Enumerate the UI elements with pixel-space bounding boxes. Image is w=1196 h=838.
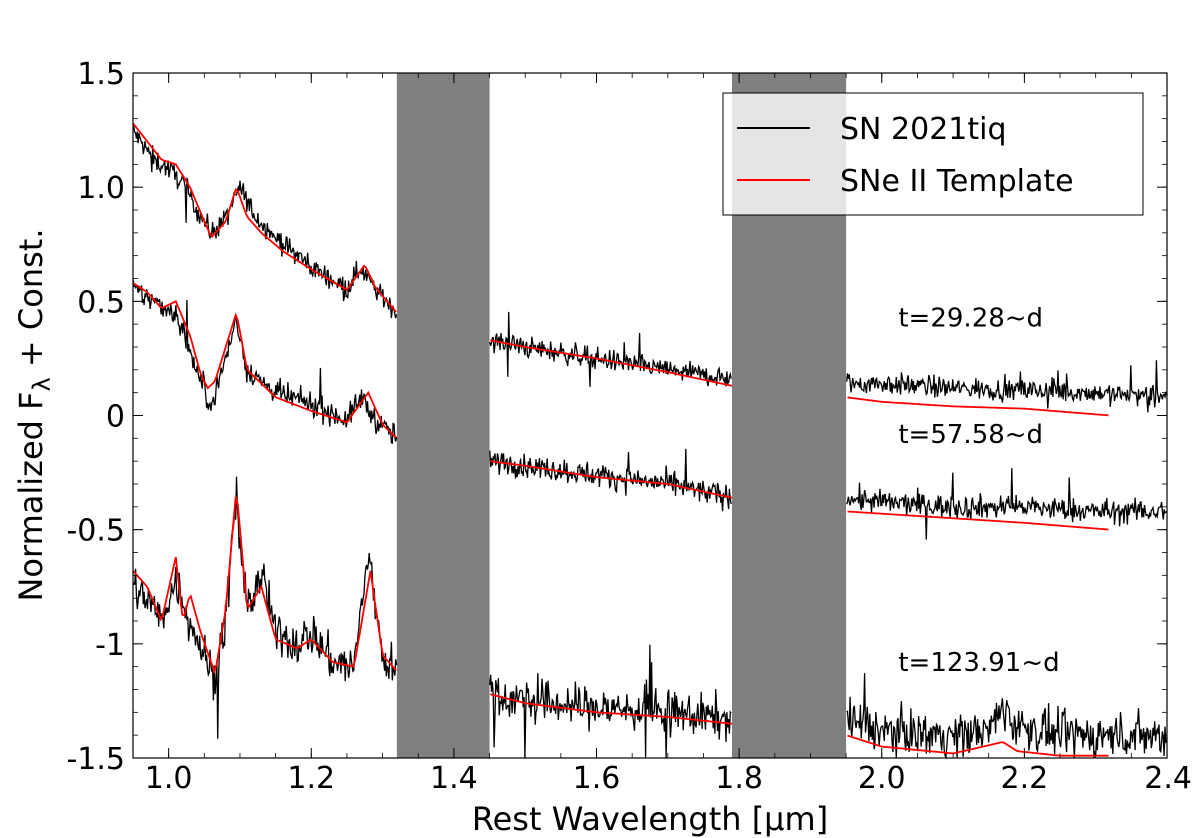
legend: SN 2021tiq SNe II Template: [722, 92, 1144, 216]
x-tick-label: 1.4: [430, 761, 478, 796]
x-tick-label: 2.2: [1001, 761, 1049, 796]
telluric-band-0: [396, 73, 490, 758]
y-tick-label: 1.0: [77, 171, 125, 206]
y-tick-label: 0: [106, 400, 125, 435]
x-tick-label: 1.2: [287, 761, 335, 796]
observed-spectrum-1: [132, 279, 1168, 540]
epoch-label-2: t=123.91~d: [898, 648, 1059, 678]
y-axis-label: Normalized Fλ + Const.: [12, 229, 56, 602]
template-spectrum-2: [132, 496, 1109, 757]
x-tick-label: 1.0: [145, 761, 193, 796]
axis-ticks: 1.0 1.2 1.4 1.6 1.8 2.0 2.2 2.4 1.5 1.0 0.5 0 -0.5 -1…: [66, 57, 1192, 796]
x-tick-label: 2.0: [858, 761, 906, 796]
y-tick-label: -0.5: [66, 514, 125, 549]
series-layer: [132, 122, 1168, 760]
x-tick-label: 1.6: [573, 761, 621, 796]
y-tick-label: 0.5: [77, 285, 125, 320]
x-tick-label: 1.8: [715, 761, 763, 796]
x-tick-label: 2.4: [1144, 761, 1192, 796]
epoch-label-0: t=29.28~d: [898, 303, 1043, 333]
template-spectrum-0: [132, 122, 1109, 417]
x-axis-label: Rest Wavelength [μm]: [472, 800, 828, 838]
legend-label-observed: SN 2021tiq: [840, 112, 1007, 147]
template-spectrum-1: [132, 282, 1109, 531]
legend-box: [722, 92, 1144, 216]
y-tick-label: 1.5: [77, 57, 125, 92]
epoch-labels: t=29.28~d t=57.58~d t=123.91~d: [898, 303, 1059, 678]
legend-label-template: SNe II Template: [840, 164, 1074, 199]
y-tick-label: -1: [95, 628, 125, 663]
epoch-label-1: t=57.58~d: [898, 420, 1043, 450]
y-tick-label: -1.5: [66, 742, 125, 777]
